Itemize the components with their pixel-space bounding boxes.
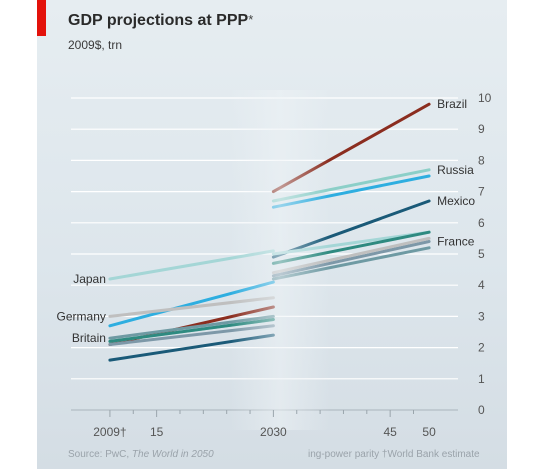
y-tick-label: 6 [478, 216, 485, 230]
source-title: The World in 2050 [131, 449, 214, 460]
series-labels: Brazil Russia Mexico Japan France Germany Brit… [57, 97, 476, 345]
y-tick-label: 5 [478, 247, 485, 261]
y-tick-label: 7 [478, 185, 485, 199]
x-tick-label: 2009† [93, 425, 126, 439]
series-label: Japan [73, 272, 106, 286]
chart-title: GDP projections at PPP* [68, 12, 253, 30]
series-label: Germany [57, 309, 106, 323]
x-tick-label: 15 [150, 425, 164, 439]
series-label: Russia [437, 163, 474, 177]
y-tick-label: 1 [478, 372, 485, 386]
fog-overlay [230, 90, 330, 430]
y-tick-label: 0 [478, 403, 485, 417]
y-tick-label: 4 [478, 278, 485, 292]
x-tick-label: 45 [383, 425, 397, 439]
y-tick-label: 3 [478, 309, 485, 323]
y-tick-label: 2 [478, 341, 485, 355]
red-accent-tab [37, 0, 46, 36]
series-label: France [437, 235, 475, 249]
x-axis: 2009† 15 2030 45 50 [93, 410, 436, 439]
series-label: Britain [72, 331, 106, 345]
source-note: Source: PwC, The World in 2050 [68, 449, 214, 460]
y-tick-label: 10 [478, 91, 492, 105]
chart-subtitle: 2009$, trn [68, 38, 123, 52]
chart-title-text: GDP projections at PPP [68, 12, 249, 29]
x-tick-label: 50 [422, 425, 436, 439]
series-label: Mexico [437, 194, 475, 208]
source-label: Source: PwC, [68, 449, 132, 460]
y-tick-label: 9 [478, 122, 485, 136]
y-tick-label: 8 [478, 153, 485, 167]
x-tick-label: 2030 [260, 425, 287, 439]
series-label: Brazil [437, 97, 467, 111]
title-footnote-mark: * [248, 12, 254, 27]
footnote: ing-power parity †World Bank estimate [308, 449, 480, 460]
